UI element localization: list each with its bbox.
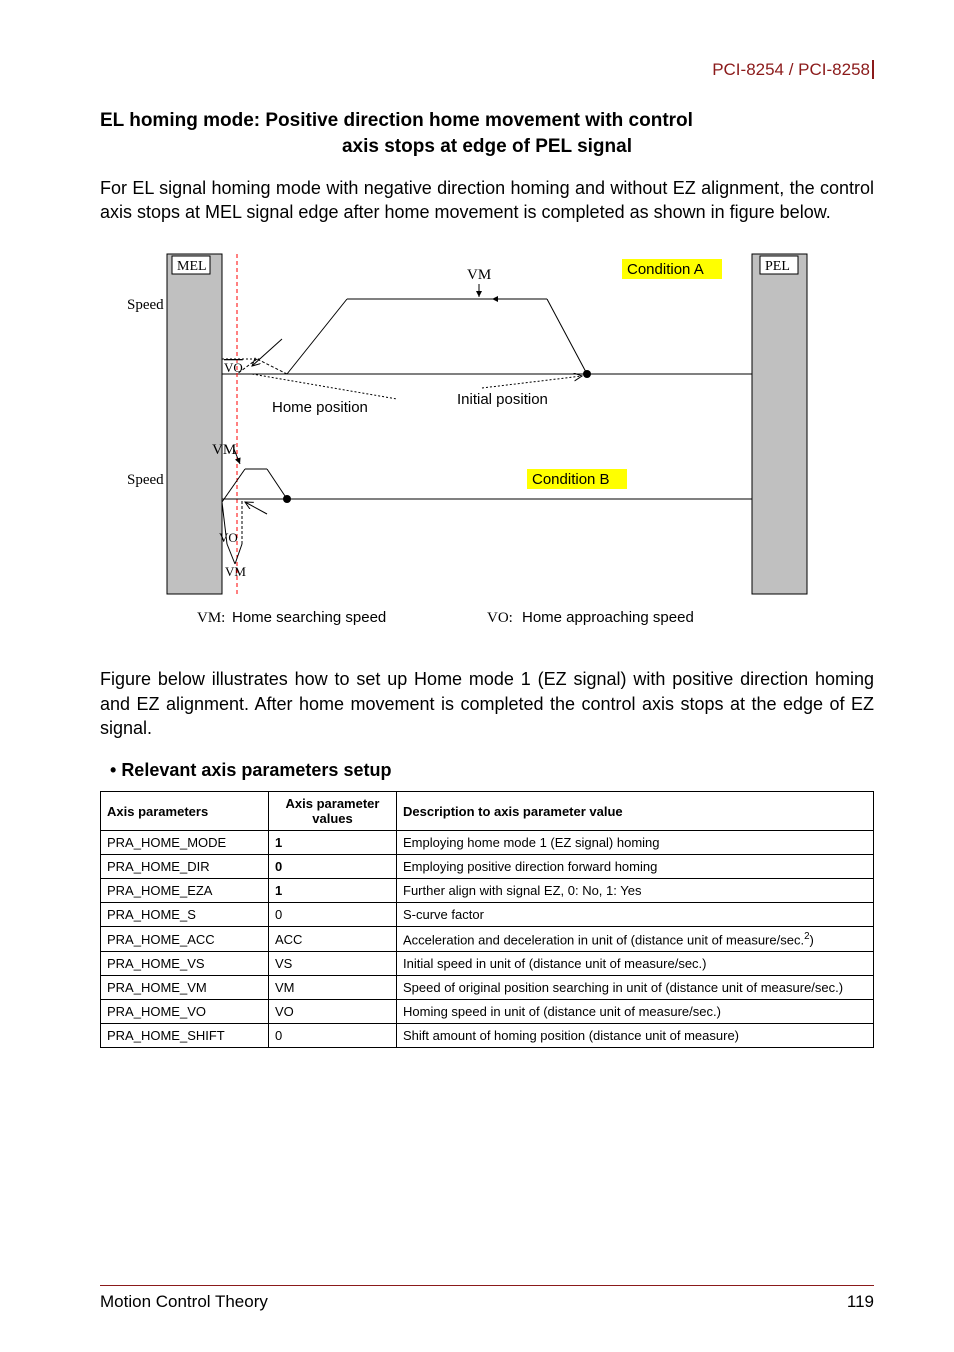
table-row: PRA_HOME_S 0 S-curve factor: [101, 903, 874, 927]
param-table: Axis parameters Axis parameter values De…: [100, 791, 874, 1048]
cell: S-curve factor: [397, 903, 874, 927]
page: PCI-8254 / PCI-8258 EL homing mode: Posi…: [0, 0, 954, 1352]
cell-bold: 0: [275, 859, 282, 874]
table-row: PRA_HOME_VO VO Homing speed in unit of (…: [101, 1000, 874, 1024]
cell: 0: [269, 1024, 397, 1048]
col-header-1: Axis parameter values: [269, 792, 397, 831]
cell: 1: [269, 879, 397, 903]
table-row: PRA_HOME_EZA 1 Further align with signal…: [101, 879, 874, 903]
table-row: PRA_HOME_DIR 0 Employing positive direct…: [101, 855, 874, 879]
cell: 1: [269, 831, 397, 855]
cell: PRA_HOME_DIR: [101, 855, 269, 879]
cell: PRA_HOME_VO: [101, 1000, 269, 1024]
home-guide: [252, 374, 397, 399]
home-pointer-arrow: [252, 339, 282, 366]
speed-label-b: Speed: [127, 472, 164, 488]
cell: PRA_HOME_VM: [101, 976, 269, 1000]
pel-label: PEL: [765, 259, 790, 274]
vo-desc: Home approaching speed: [522, 609, 694, 626]
vm-desc: Home searching speed: [232, 609, 386, 626]
home-position-label: Home position: [272, 399, 368, 416]
homing-diagram: MEL PEL Condition A Condition B Speed: [127, 244, 847, 649]
cell: 0: [269, 855, 397, 879]
cell: VM: [269, 976, 397, 1000]
table-row: PRA_HOME_SHIFT 0 Shift amount of homing …: [101, 1024, 874, 1048]
trajB-neg2: [227, 544, 235, 564]
condition-b-label: Condition B: [532, 471, 610, 488]
vm-label-a: VM: [467, 267, 491, 283]
cell: PRA_HOME_EZA: [101, 879, 269, 903]
footer-left: Motion Control Theory: [100, 1292, 268, 1312]
cell: Homing speed in unit of (distance unit o…: [397, 1000, 874, 1024]
para-1: For EL signal homing mode with negative …: [100, 176, 874, 225]
vo-label-a: VO: [224, 360, 243, 375]
bullet-heading: Relevant axis parameters setup: [110, 760, 874, 781]
mel-label: MEL: [177, 259, 207, 274]
vm-label-b: VM: [212, 442, 236, 458]
cell: Shift amount of homing position (distanc…: [397, 1024, 874, 1048]
condition-a-label: Condition A: [627, 261, 704, 278]
table-row: PRA_HOME_MODE 1 Employing home mode 1 (E…: [101, 831, 874, 855]
home-pointer-arrow-b: [245, 502, 267, 514]
table-header-row: Axis parameters Axis parameter values De…: [101, 792, 874, 831]
pel-block: [752, 254, 807, 594]
cell: VS: [269, 952, 397, 976]
page-footer: Motion Control Theory 119: [100, 1285, 874, 1312]
cell: PRA_HOME_MODE: [101, 831, 269, 855]
cell: VO: [269, 1000, 397, 1024]
cell: Speed of original position searching in …: [397, 976, 874, 1000]
cell: PRA_HOME_VS: [101, 952, 269, 976]
trajB-down1: [222, 469, 245, 502]
trajA-up: [547, 299, 587, 374]
trajB-up: [267, 469, 287, 499]
cell: Further align with signal EZ, 0: No, 1: …: [397, 879, 874, 903]
table-row: PRA_HOME_VM VM Speed of original positio…: [101, 976, 874, 1000]
table-body: PRA_HOME_MODE 1 Employing home mode 1 (E…: [101, 831, 874, 1048]
cell: 0: [269, 903, 397, 927]
para-2: Figure below illustrates how to set up H…: [100, 667, 874, 740]
cell: Employing home mode 1 (EZ signal) homing: [397, 831, 874, 855]
cell: PRA_HOME_SHIFT: [101, 1024, 269, 1048]
mel-block: [167, 254, 222, 594]
vm-neg-label: VM: [225, 564, 246, 579]
vm-prefix: VM:: [197, 610, 225, 626]
col-header-0: Axis parameters: [101, 792, 269, 831]
vo-prefix: VO:: [487, 610, 513, 626]
cell: PRA_HOME_S: [101, 903, 269, 927]
footer-page-number: 119: [847, 1292, 874, 1312]
cell: PRA_HOME_ACC: [101, 927, 269, 952]
col-header-2: Description to axis parameter value: [397, 792, 874, 831]
header-product-text: PCI-8254 / PCI-8258: [712, 60, 870, 79]
header-divider: [872, 60, 874, 79]
trajA-down: [287, 299, 347, 374]
table-row: PRA_HOME_ACC ACC Acceleration and decele…: [101, 927, 874, 952]
cell-bold: 1: [275, 883, 282, 898]
initial-position-label: Initial position: [457, 391, 548, 408]
cell-bold: 1: [275, 835, 282, 850]
section-title-line1: EL homing mode: Positive direction home …: [100, 108, 874, 134]
cell: Acceleration and deceleration in unit of…: [397, 927, 874, 952]
trajA-vo-up: [257, 359, 287, 374]
diagram-svg: MEL PEL Condition A Condition B Speed: [127, 244, 847, 644]
initial-pos-dot-b: [283, 495, 291, 503]
cell: ACC: [269, 927, 397, 952]
initial-pos-dot-a: [583, 370, 591, 378]
speed-label-a: Speed: [127, 297, 164, 313]
table-row: PRA_HOME_VS VS Initial speed in unit of …: [101, 952, 874, 976]
cell: Initial speed in unit of (distance unit …: [397, 952, 874, 976]
initial-guide: [482, 376, 582, 388]
cell: Employing positive direction forward hom…: [397, 855, 874, 879]
section-title-line2: axis stops at edge of PEL signal: [100, 136, 874, 158]
vo-label-b: VO: [219, 530, 238, 545]
trajB-neg3: [235, 544, 242, 564]
header-product: PCI-8254 / PCI-8258: [100, 60, 874, 80]
